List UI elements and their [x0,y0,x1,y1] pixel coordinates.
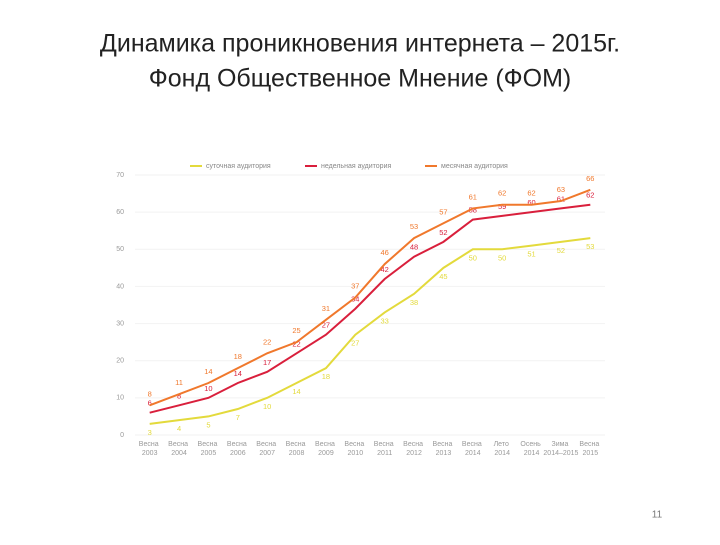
value-label: 27 [322,321,330,330]
value-label: 53 [586,242,594,251]
title-line: Фонд Общественное Мнение (ФОМ) [149,65,572,93]
value-label: 27 [351,339,359,348]
x-tick-label: Весна 2003 [139,441,161,457]
y-tick-label: 20 [116,358,124,365]
value-label: 8 [148,389,152,398]
value-label: 7 [236,413,240,422]
x-tick-label: Весна 2004 [168,441,190,457]
y-tick-label: 30 [116,320,124,327]
value-label: 14 [204,367,212,376]
legend-label: месячная аудитория [441,163,508,170]
value-label: 62 [586,191,594,200]
value-label: 14 [292,387,300,396]
value-label: 62 [527,189,535,198]
x-tick-label: Весна 2013 [433,441,455,457]
value-label: 57 [439,207,447,216]
value-label: 59 [498,202,506,211]
value-label: 63 [557,185,565,194]
value-label: 11 [175,378,183,387]
value-label: 17 [263,358,271,367]
value-label: 14 [234,369,242,378]
y-tick-label: 60 [116,209,124,216]
legend-label: суточная аудитория [206,163,271,170]
y-tick-label: 70 [116,172,124,179]
value-label: 8 [177,391,181,400]
x-tick-label: Весна 2009 [315,441,337,457]
value-label: 42 [381,265,389,274]
value-label: 3 [148,428,152,437]
value-label: 58 [469,206,477,215]
value-label: 45 [439,272,447,281]
x-tick-label: Лето 2014 [494,441,511,457]
value-label: 50 [469,253,477,262]
value-label: 5 [206,420,210,429]
value-label: 18 [234,352,242,361]
value-label: 61 [469,192,477,201]
x-tick-label: Весна 2011 [374,441,396,457]
value-label: 50 [498,253,506,262]
value-label: 22 [292,339,300,348]
value-label: 53 [410,222,418,231]
value-label: 6 [148,399,152,408]
x-tick-label: Осень 2014 [520,441,542,457]
value-label: 52 [439,228,447,237]
value-label: 66 [586,174,594,183]
legend-label: недельная аудитория [321,163,391,170]
value-label: 33 [381,316,389,325]
value-label: 4 [177,424,181,433]
value-label: 61 [557,194,565,203]
value-label: 10 [204,384,212,393]
x-tick-label: Весна 2010 [344,441,366,457]
value-label: 38 [410,298,418,307]
value-label: 10 [263,402,271,411]
value-label: 46 [381,248,389,257]
value-label: 52 [557,246,565,255]
value-label: 18 [322,372,330,381]
x-tick-label: Весна 2014 [462,441,484,457]
value-label: 25 [292,326,300,335]
value-label: 37 [351,282,359,291]
value-label: 31 [322,304,330,313]
value-label: 48 [410,243,418,252]
page-number: 11 [652,510,663,521]
x-tick-label: Весна 2005 [198,441,220,457]
value-label: 22 [263,337,271,346]
value-label: 51 [527,250,535,259]
x-tick-label: Весна 2006 [227,441,249,457]
x-tick-label: Зима 2014–2015 [543,441,578,457]
x-tick-label: Весна 2015 [579,441,601,457]
value-label: 34 [351,295,359,304]
title-line: Динамика проникновения интернета – 2015г… [100,30,620,58]
y-tick-label: 50 [116,246,124,253]
value-label: 62 [498,189,506,198]
x-tick-label: Весна 2007 [256,441,278,457]
x-tick-label: Весна 2012 [403,441,425,457]
series-line [149,188,591,407]
series-line [149,203,591,414]
y-tick-label: 40 [116,283,124,290]
y-tick-label: 0 [120,432,124,439]
y-tick-label: 10 [116,395,124,402]
series-line [149,237,591,425]
value-label: 60 [527,198,535,207]
x-tick-label: Весна 2008 [286,441,308,457]
